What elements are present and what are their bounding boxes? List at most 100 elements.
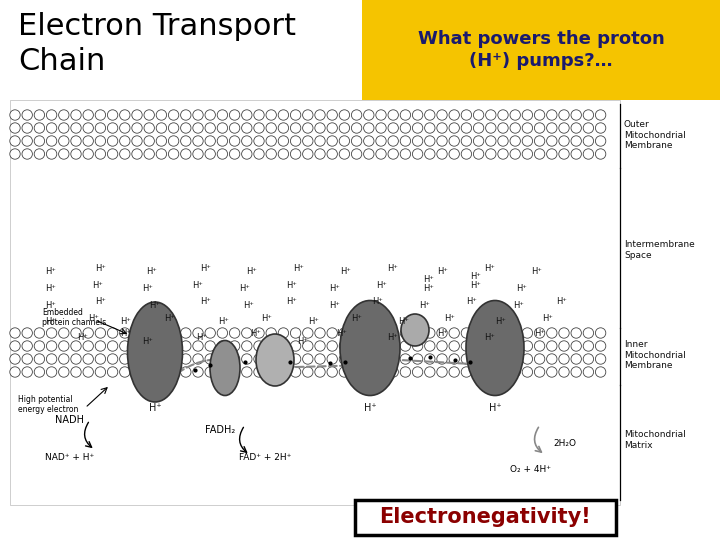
Circle shape bbox=[46, 149, 57, 159]
Text: H⁺: H⁺ bbox=[77, 333, 89, 342]
Circle shape bbox=[462, 149, 472, 159]
Circle shape bbox=[583, 328, 593, 338]
Circle shape bbox=[425, 328, 435, 338]
Circle shape bbox=[71, 367, 81, 377]
Circle shape bbox=[242, 328, 252, 338]
Circle shape bbox=[534, 341, 545, 351]
Text: H⁺: H⁺ bbox=[261, 314, 272, 323]
Circle shape bbox=[546, 328, 557, 338]
Circle shape bbox=[205, 354, 215, 364]
Circle shape bbox=[413, 354, 423, 364]
Circle shape bbox=[425, 354, 435, 364]
Circle shape bbox=[120, 123, 130, 133]
Text: O₂ + 4H⁺: O₂ + 4H⁺ bbox=[510, 465, 551, 475]
Circle shape bbox=[327, 110, 338, 120]
Circle shape bbox=[83, 136, 94, 146]
Circle shape bbox=[181, 328, 191, 338]
Circle shape bbox=[107, 136, 118, 146]
FancyBboxPatch shape bbox=[10, 100, 620, 505]
Circle shape bbox=[46, 110, 57, 120]
Circle shape bbox=[132, 110, 142, 120]
Circle shape bbox=[462, 367, 472, 377]
Text: H⁺: H⁺ bbox=[372, 297, 384, 306]
Circle shape bbox=[485, 367, 496, 377]
Circle shape bbox=[571, 110, 582, 120]
Circle shape bbox=[217, 354, 228, 364]
Circle shape bbox=[120, 341, 130, 351]
Circle shape bbox=[351, 367, 361, 377]
Circle shape bbox=[10, 123, 20, 133]
Circle shape bbox=[83, 149, 94, 159]
Circle shape bbox=[83, 341, 94, 351]
Circle shape bbox=[315, 367, 325, 377]
Circle shape bbox=[253, 136, 264, 146]
Circle shape bbox=[230, 149, 240, 159]
Circle shape bbox=[217, 341, 228, 351]
Circle shape bbox=[595, 328, 606, 338]
Text: H⁺: H⁺ bbox=[423, 275, 434, 284]
Circle shape bbox=[290, 149, 301, 159]
Circle shape bbox=[449, 354, 459, 364]
Circle shape bbox=[571, 354, 582, 364]
Circle shape bbox=[437, 136, 447, 146]
Circle shape bbox=[168, 354, 179, 364]
Circle shape bbox=[230, 328, 240, 338]
Circle shape bbox=[217, 149, 228, 159]
Circle shape bbox=[181, 149, 191, 159]
Circle shape bbox=[156, 110, 166, 120]
Circle shape bbox=[217, 110, 228, 120]
Text: H⁺: H⁺ bbox=[45, 267, 56, 276]
Circle shape bbox=[510, 367, 521, 377]
Circle shape bbox=[217, 328, 228, 338]
Circle shape bbox=[83, 110, 94, 120]
Circle shape bbox=[46, 328, 57, 338]
Text: H⁺: H⁺ bbox=[199, 297, 211, 306]
Circle shape bbox=[595, 354, 606, 364]
Text: H⁺: H⁺ bbox=[163, 314, 175, 323]
Circle shape bbox=[449, 367, 459, 377]
Circle shape bbox=[522, 367, 533, 377]
Circle shape bbox=[498, 328, 508, 338]
Circle shape bbox=[522, 110, 533, 120]
Circle shape bbox=[546, 149, 557, 159]
Circle shape bbox=[559, 367, 570, 377]
Circle shape bbox=[559, 341, 570, 351]
Circle shape bbox=[302, 354, 313, 364]
Circle shape bbox=[583, 123, 593, 133]
Circle shape bbox=[144, 341, 154, 351]
Text: Intermembrane
Space: Intermembrane Space bbox=[624, 240, 695, 260]
Circle shape bbox=[485, 328, 496, 338]
Circle shape bbox=[120, 136, 130, 146]
Circle shape bbox=[388, 341, 398, 351]
Text: H⁺: H⁺ bbox=[91, 281, 103, 289]
Circle shape bbox=[571, 341, 582, 351]
Circle shape bbox=[449, 136, 459, 146]
Text: H⁺: H⁺ bbox=[293, 264, 305, 273]
Circle shape bbox=[522, 123, 533, 133]
Text: H⁺: H⁺ bbox=[45, 301, 56, 309]
Circle shape bbox=[546, 110, 557, 120]
Circle shape bbox=[473, 123, 484, 133]
Circle shape bbox=[193, 328, 203, 338]
Circle shape bbox=[290, 328, 301, 338]
Circle shape bbox=[132, 341, 142, 351]
Text: H⁺: H⁺ bbox=[516, 285, 528, 293]
Circle shape bbox=[485, 149, 496, 159]
Circle shape bbox=[107, 123, 118, 133]
Circle shape bbox=[266, 354, 276, 364]
Circle shape bbox=[546, 136, 557, 146]
Circle shape bbox=[571, 149, 582, 159]
Circle shape bbox=[425, 123, 435, 133]
Circle shape bbox=[266, 328, 276, 338]
Circle shape bbox=[327, 354, 338, 364]
Circle shape bbox=[351, 123, 361, 133]
Circle shape bbox=[34, 136, 45, 146]
Circle shape bbox=[522, 149, 533, 159]
Text: Inner
Mitochondrial
Membrane: Inner Mitochondrial Membrane bbox=[624, 340, 685, 370]
Circle shape bbox=[437, 110, 447, 120]
Circle shape bbox=[351, 328, 361, 338]
Text: H⁺: H⁺ bbox=[239, 285, 251, 293]
Circle shape bbox=[388, 367, 398, 377]
Circle shape bbox=[510, 149, 521, 159]
Circle shape bbox=[339, 367, 350, 377]
